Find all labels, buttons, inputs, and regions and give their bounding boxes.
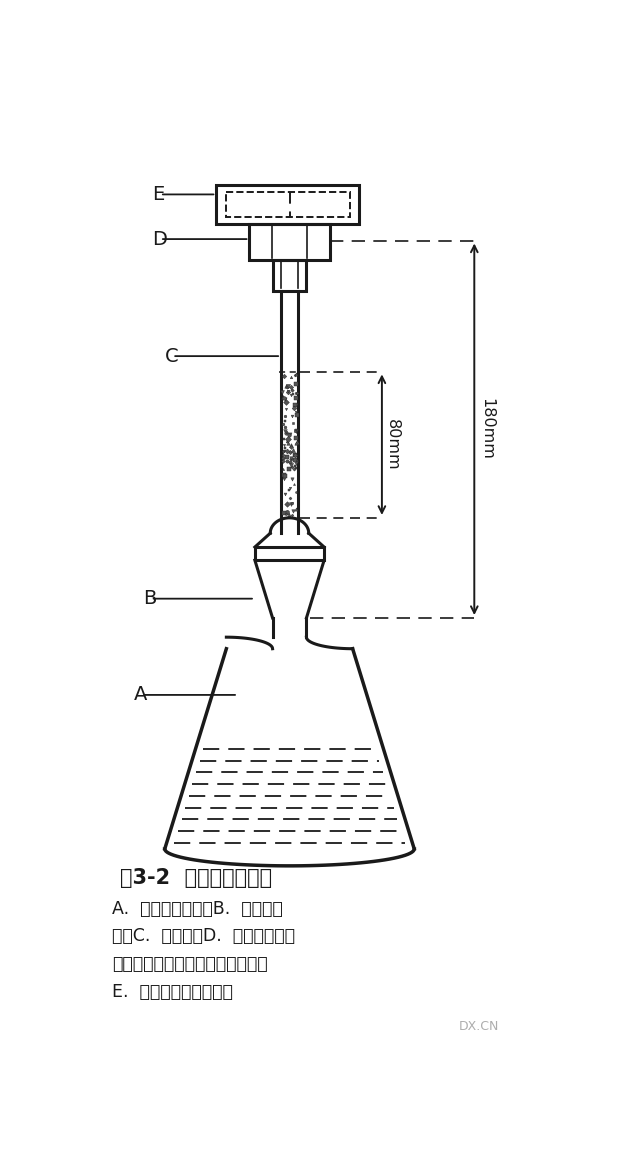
Text: E: E: [152, 185, 164, 204]
Text: 旋塞（孔径与导气管内径一致）；: 旋塞（孔径与导气管内径一致）；: [113, 956, 268, 973]
Text: D: D: [152, 230, 167, 248]
Text: 180mm: 180mm: [479, 398, 494, 460]
Text: DX.CN: DX.CN: [459, 1020, 499, 1033]
Polygon shape: [255, 547, 324, 560]
Text: A.  砷化氢发生瓶；B.  中空磨口: A. 砷化氢发生瓶；B. 中空磨口: [113, 899, 283, 918]
Text: E.  具孔有机玻璃旋塞盖: E. 具孔有机玻璃旋塞盖: [113, 982, 233, 1001]
Text: B: B: [143, 589, 157, 608]
Text: 80mm: 80mm: [385, 419, 400, 471]
Text: 图3-2  古蔡法检砷装置: 图3-2 古蔡法检砷装置: [120, 868, 272, 888]
Text: A: A: [134, 685, 147, 705]
Text: 塞；C.  导气管；D.  具孔有机玻璃: 塞；C. 导气管；D. 具孔有机玻璃: [113, 927, 296, 945]
Text: C: C: [164, 347, 179, 365]
